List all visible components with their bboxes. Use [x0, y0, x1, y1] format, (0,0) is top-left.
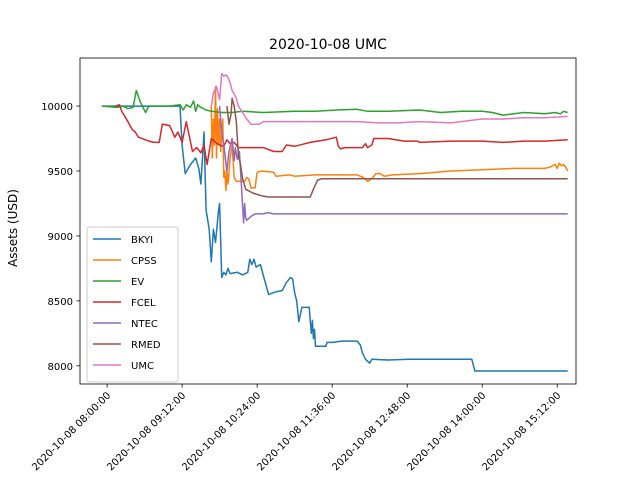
series-layer [101, 72, 569, 372]
series-line-rmed [226, 97, 568, 198]
chart-title: 2020-10-08 UMC [269, 37, 387, 53]
y-axis-label: Assets (USD) [6, 189, 20, 267]
series-line-ntec [218, 106, 568, 224]
legend-label-umc: UMC [131, 361, 154, 372]
x-tick-label: 2020-10-08 15:12:00 [480, 390, 563, 473]
y-tick-label: 10000 [41, 102, 73, 113]
y-tick-label: 9000 [48, 232, 73, 243]
legend-label-fcel: FCEL [131, 298, 156, 309]
x-tick-label: 2020-10-08 14:00:00 [405, 390, 488, 473]
legend-label-ev: EV [131, 277, 144, 288]
x-tick-label: 2020-10-08 12:48:00 [330, 390, 413, 473]
y-tick-label: 8500 [48, 297, 73, 308]
x-tick-label: 2020-10-08 08:00:00 [30, 390, 113, 473]
legend-label-cpss: CPSS [131, 256, 157, 267]
plot-frame [79, 57, 577, 385]
y-tick-label: 8000 [48, 362, 73, 373]
series-line-umc [210, 72, 568, 125]
legend-label-bkyi: BKYI [131, 235, 153, 246]
x-tick-label: 2020-10-08 10:24:00 [180, 390, 263, 473]
legend: BKYI CPSS EV FCEL NTEC RMED UMC [86, 226, 179, 383]
series-line-bkyi [101, 105, 568, 372]
legend-label-rmed: RMED [131, 340, 161, 351]
y-tick-label: 9500 [48, 167, 73, 178]
legend-label-ntec: NTEC [131, 319, 158, 330]
series-line-ev [101, 89, 568, 116]
x-tick-label: 2020-10-08 09:12:00 [105, 390, 188, 473]
series-line-cpss [210, 85, 569, 192]
x-tick-label: 2020-10-08 11:36:00 [255, 390, 338, 473]
